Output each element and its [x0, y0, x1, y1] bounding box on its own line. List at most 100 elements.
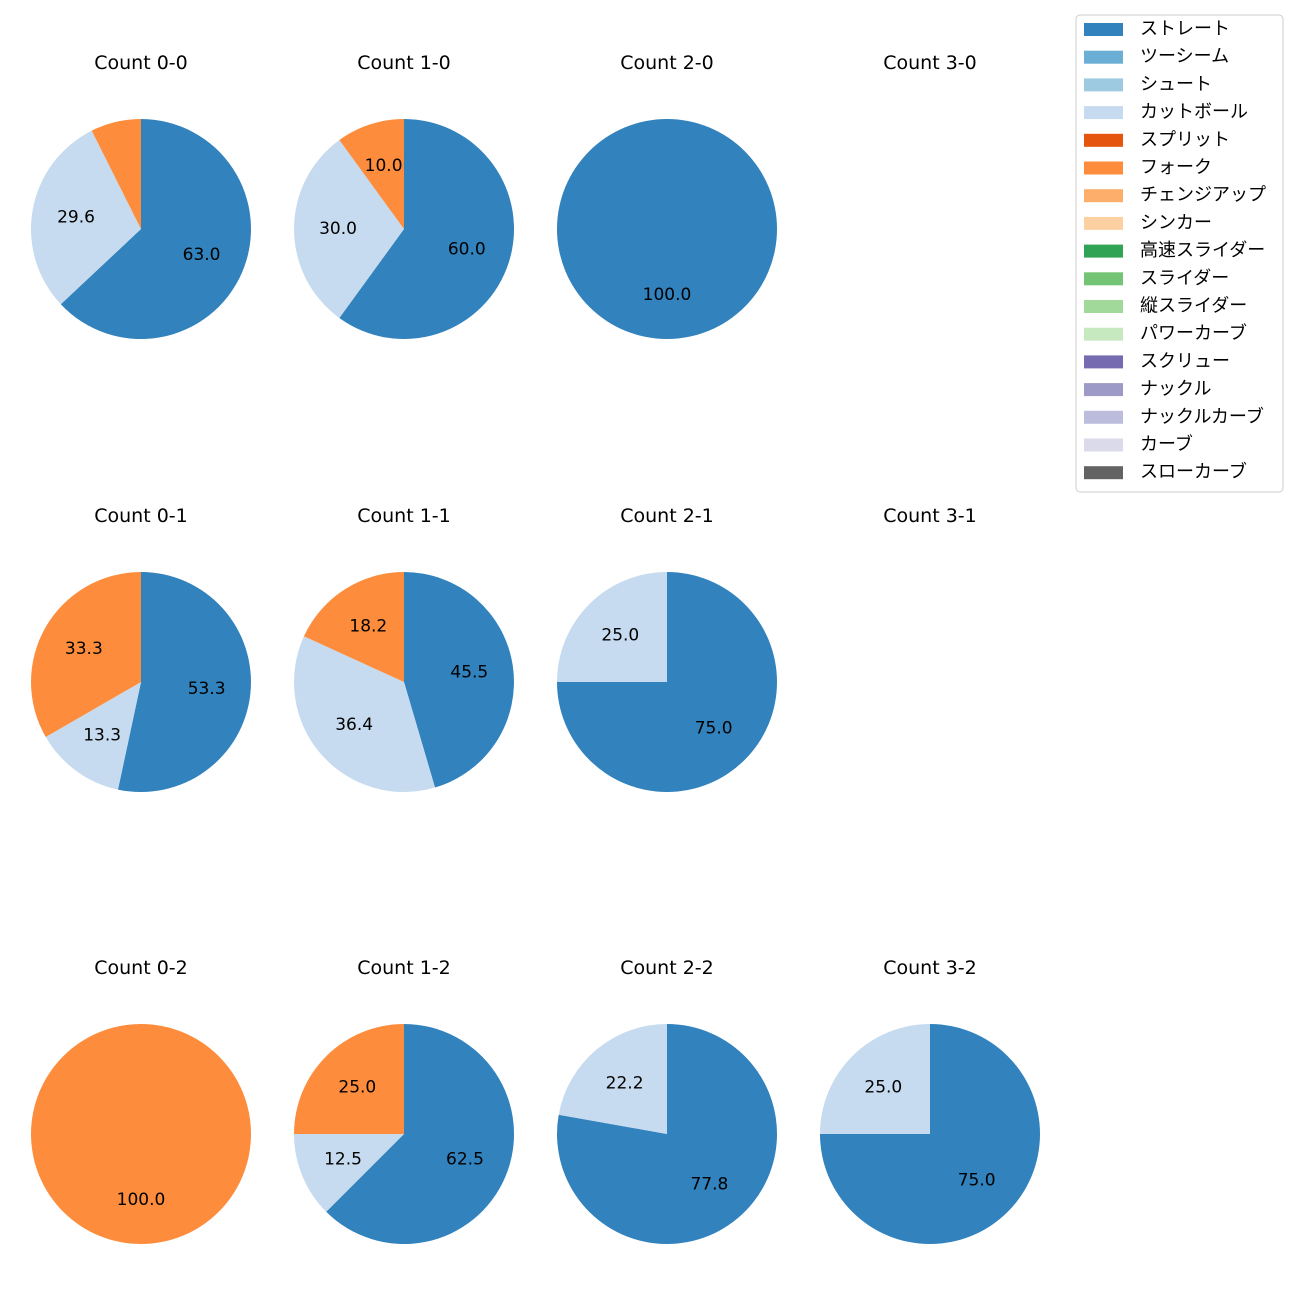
legend-swatch — [1084, 383, 1123, 397]
pie-3: Count 2-0 100.0 — [557, 52, 777, 339]
legend-label: スプリット — [1140, 129, 1230, 150]
pie-slice-label: 77.8 — [690, 1175, 728, 1195]
pie-12: Count 3-2 75.0 25.0 — [820, 957, 1040, 1244]
pie-title: Count 2-2 — [620, 957, 714, 979]
legend-label: シンカー — [1140, 212, 1212, 233]
pie-title: Count 0-0 — [94, 52, 188, 74]
pie-slice-label: 75.0 — [958, 1171, 996, 1191]
pie-slice-label: 12.5 — [324, 1149, 362, 1169]
pie-slice-label: 36.4 — [335, 715, 373, 735]
legend-entry: 縦スライダー — [1084, 296, 1247, 317]
legend-entry: スクリュー — [1084, 351, 1230, 372]
legend-entry: ストレート — [1084, 19, 1230, 40]
pie-slice-label: 33.3 — [65, 639, 103, 659]
pie-slice-ストレート — [557, 119, 777, 339]
legend-label: ストレート — [1140, 19, 1230, 40]
legend-swatch — [1084, 272, 1123, 286]
legend: ストレートツーシームシュートカットボールスプリットフォークチェンジアップシンカー… — [1075, 14, 1284, 493]
pie-slice-label: 22.2 — [606, 1073, 644, 1093]
legend-swatch — [1084, 106, 1123, 120]
legend-entry: 高速スライダー — [1084, 240, 1265, 261]
pie-slice-カットボール — [293, 140, 404, 318]
pie-slice-カットボール — [293, 636, 435, 792]
pie-title: Count 0-1 — [94, 505, 188, 527]
pie-slice-ストレート — [557, 1024, 778, 1244]
pie-slice-label: 25.0 — [864, 1077, 902, 1097]
legend-swatch — [1084, 327, 1123, 341]
legend-swatch — [1084, 466, 1123, 480]
pie-10: Count 1-2 62.5 12.5 25.0 — [294, 957, 515, 1244]
pie-title: Count 2-1 — [620, 505, 714, 527]
legend-swatch — [1084, 23, 1123, 36]
pie-slice-label: 13.3 — [83, 725, 121, 745]
legend-label: カーブ — [1140, 433, 1193, 455]
pie-slice-label: 53.3 — [188, 679, 226, 699]
legend-entry: パワーカーブ — [1084, 322, 1247, 344]
legend-entry: フォーク — [1084, 157, 1212, 178]
pie-slice-ストレート — [117, 572, 251, 792]
pie-slice-label: 18.2 — [349, 616, 387, 636]
pie-slice-label: 100.0 — [117, 1190, 166, 1210]
legend-label: スローカーブ — [1140, 461, 1247, 483]
pie-slice-label: 30.0 — [319, 219, 357, 239]
legend-swatch — [1084, 161, 1123, 175]
pie-slice-label: 75.0 — [695, 719, 733, 739]
pie-title: Count 2-0 — [620, 52, 714, 74]
pie-slice-カットボール — [557, 572, 667, 682]
legend-label: シュート — [1140, 74, 1212, 95]
legend-entry: スライダー — [1084, 268, 1229, 289]
legend-swatch — [1084, 216, 1123, 230]
legend-label: カットボール — [1140, 102, 1248, 123]
legend-label: 縦スライダー — [1140, 296, 1247, 317]
legend-swatch — [1084, 438, 1123, 452]
pie-title: Count 0-2 — [94, 957, 188, 979]
legend-items: ストレートツーシームシュートカットボールスプリットフォークチェンジアップシンカー… — [1084, 19, 1266, 483]
legend-swatch — [1084, 50, 1123, 64]
pie-title: Count 1-2 — [357, 957, 451, 979]
legend-swatch — [1084, 133, 1123, 147]
pie-2: Count 1-0 60.0 30.0 10.0 — [293, 52, 514, 339]
legend-entry: ナックルカーブ — [1084, 405, 1264, 427]
legend-entry: カーブ — [1084, 433, 1193, 455]
pie-slice-フォーク — [31, 572, 142, 737]
legend-swatch — [1084, 300, 1123, 313]
legend-entry: シュート — [1084, 74, 1212, 95]
pie-slice-カットボール — [31, 130, 142, 305]
legend-entry: シンカー — [1084, 212, 1212, 233]
pie-slice-label: 100.0 — [643, 285, 692, 305]
legend-label: パワーカーブ — [1140, 322, 1247, 344]
pie-slice-ストレート — [60, 119, 251, 339]
legend-label: スライダー — [1140, 268, 1229, 289]
pie-slice-カットボール — [45, 682, 141, 790]
pie-slice-フォーク — [31, 1024, 251, 1244]
legend-swatch — [1084, 189, 1123, 203]
pie-title: Count 1-1 — [357, 505, 451, 527]
legend-swatch — [1084, 355, 1123, 369]
legend-label: ナックル — [1140, 379, 1211, 400]
pie-title: Count 3-0 — [883, 52, 977, 74]
pie-7: Count 2-1 75.0 25.0 — [557, 505, 777, 792]
pie-slice-ストレート — [404, 572, 514, 788]
pie-slice-label: 62.5 — [446, 1149, 484, 1169]
pie-4: Count 3-0 — [883, 52, 977, 74]
pie-slice-label: 10.0 — [365, 156, 403, 176]
pie-slice-ストレート — [339, 119, 514, 339]
pie-slice-カットボール — [294, 1134, 404, 1212]
pie-slice-label: 25.0 — [338, 1077, 376, 1097]
pie-slice-フォーク — [294, 1024, 404, 1134]
legend-label: スクリュー — [1140, 351, 1230, 372]
legend-label: チェンジアップ — [1140, 185, 1266, 206]
legend-swatch — [1084, 78, 1123, 92]
pie-5: Count 0-1 53.3 13.3 33.3 — [31, 505, 251, 792]
legend-entry: カットボール — [1084, 102, 1248, 123]
pie-1: Count 0-0 63.0 29.6 — [31, 52, 251, 339]
pie-slice-フォーク — [303, 571, 404, 682]
pie-slice-label: 63.0 — [183, 245, 221, 265]
legend-entry: チェンジアップ — [1084, 185, 1266, 206]
pie-8: Count 3-1 — [883, 505, 977, 527]
pie-title: Count 3-2 — [883, 957, 977, 979]
pie-slice-カットボール — [558, 1024, 667, 1134]
legend-label: ツーシーム — [1140, 46, 1229, 67]
